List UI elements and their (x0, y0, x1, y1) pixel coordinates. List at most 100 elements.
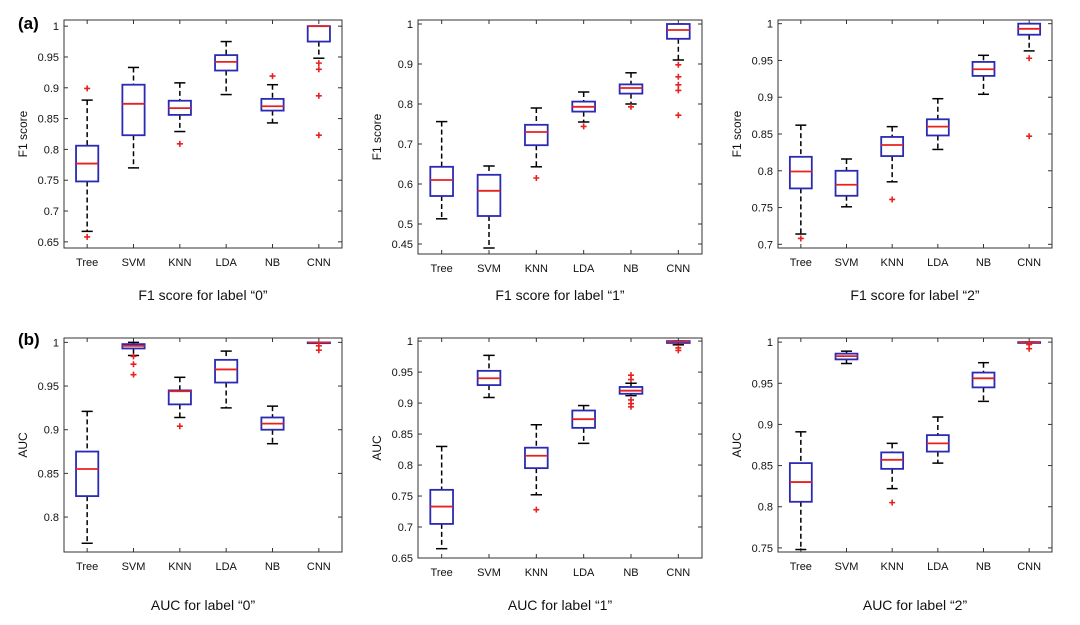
box-cnn (306, 25, 331, 139)
outlier-point (797, 235, 804, 242)
box-knn (167, 376, 192, 430)
outlier-point (130, 371, 137, 378)
y-tick-label: 0.9 (398, 59, 413, 71)
x-tick-label: Tree (76, 257, 98, 269)
x-tick-label: CNN (307, 257, 331, 269)
iqr-box (75, 450, 100, 497)
y-tick-label: 0.85 (752, 461, 773, 473)
iqr-box (306, 25, 331, 43)
iqr-box (788, 155, 813, 190)
x-tick-label: Tree (790, 257, 812, 269)
iqr-box (260, 97, 285, 112)
outlier-point (628, 103, 634, 110)
outlier-point (675, 347, 682, 354)
panel-label-b: (b) (18, 330, 40, 349)
box-cnn (306, 341, 331, 354)
box-tree (429, 445, 454, 550)
y-tick-label: 0.65 (38, 237, 59, 249)
y-tick-label: 0.95 (392, 367, 413, 379)
plot-area-frame (777, 337, 1053, 553)
chart-title: F1 score for label “0” (138, 287, 267, 303)
x-tick-label: LDA (927, 561, 949, 573)
box-tree (429, 120, 454, 220)
y-tick-label: 0.85 (392, 429, 413, 441)
iqr-box (167, 389, 192, 406)
iqr-box (214, 358, 239, 384)
outlier-point (1026, 345, 1033, 352)
chart-title: F1 score for label “2” (850, 287, 979, 303)
y-tick-label: 0.8 (758, 502, 773, 514)
y-tick-label: 0.75 (752, 203, 773, 215)
box-lda (571, 404, 596, 445)
y-tick-label: 0.75 (752, 543, 773, 555)
y-tick-label: 0.9 (44, 425, 59, 437)
y-tick-label: 0.7 (398, 522, 413, 534)
y-tick-label: 0.9 (758, 419, 773, 431)
box-lda (925, 416, 950, 464)
x-tick-label: KNN (881, 561, 904, 573)
y-axis-label: F1 score (16, 110, 30, 157)
box-tree (788, 431, 813, 551)
x-tick-label: CNN (1017, 257, 1041, 269)
x-tick-label: NB (976, 561, 991, 573)
box-nb (971, 54, 996, 96)
box-nb (260, 73, 285, 124)
x-tick-label: KNN (168, 257, 191, 269)
outlier-point (533, 506, 540, 513)
x-tick-label: LDA (215, 257, 237, 269)
x-tick-label: SVM (835, 257, 859, 269)
x-tick-label: KNN (881, 257, 904, 269)
box-nb (260, 405, 285, 445)
box-tree (75, 85, 100, 240)
y-tick-label: 0.75 (38, 175, 59, 187)
outlier-point (533, 175, 540, 181)
chart-3: 0.7 0.75 0.8 0.85 0.9 0.95 1 F1 score Tree SVM KNN… (730, 19, 1053, 303)
y-tick-label: 1 (767, 19, 773, 31)
box-knn (880, 125, 905, 203)
chart-title: AUC for label “2” (863, 597, 968, 613)
plot-area-frame (417, 337, 703, 559)
y-tick-label: 0.8 (44, 512, 59, 524)
y-axis-label: F1 score (370, 113, 384, 160)
outlier-point (580, 123, 587, 130)
y-tick-label: 0.9 (44, 83, 59, 95)
y-tick-label: 0.6 (398, 179, 413, 191)
box-nb (618, 72, 644, 110)
y-tick-label: 0.9 (398, 398, 413, 410)
y-tick-label: 1 (767, 337, 773, 349)
chart-title: AUC for label “1” (508, 597, 613, 613)
outlier-point (675, 81, 682, 88)
outlier-point (84, 85, 91, 92)
box-svm (476, 165, 502, 249)
chart-title: F1 score for label “1” (495, 287, 624, 303)
box-cnn (1017, 341, 1042, 352)
outlier-point (315, 347, 322, 354)
y-tick-label: 0.95 (38, 52, 59, 64)
x-tick-label: LDA (215, 561, 237, 573)
x-tick-label: CNN (666, 567, 690, 579)
x-tick-label: KNN (525, 263, 548, 275)
outlier-point (675, 61, 682, 68)
chart-4: 0.8 0.85 0.9 0.95 1 AUC Tree SVM KNN LDA NB CNN AUC … (16, 337, 343, 613)
outlier-point (176, 140, 183, 147)
y-tick-label: 0.85 (38, 468, 59, 480)
iqr-box (524, 123, 549, 147)
x-tick-label: Tree (431, 567, 453, 579)
y-tick-label: 0.75 (392, 491, 413, 503)
outlier-point (315, 60, 322, 67)
x-tick-label: Tree (790, 561, 812, 573)
y-tick-label: 0.9 (758, 92, 773, 104)
x-tick-label: SVM (835, 561, 859, 573)
y-axis-label: F1 score (730, 110, 744, 157)
outlier-point (84, 233, 91, 240)
x-tick-label: LDA (573, 263, 595, 275)
box-nb (971, 361, 996, 403)
box-knn (524, 107, 549, 181)
outlier-point (315, 132, 322, 139)
outlier-point (315, 66, 322, 73)
outlier-point (1026, 55, 1033, 62)
box-nb (618, 372, 644, 410)
x-tick-label: CNN (1017, 561, 1041, 573)
y-tick-label: 0.7 (758, 239, 773, 251)
panel-label-a: (a) (18, 14, 39, 33)
